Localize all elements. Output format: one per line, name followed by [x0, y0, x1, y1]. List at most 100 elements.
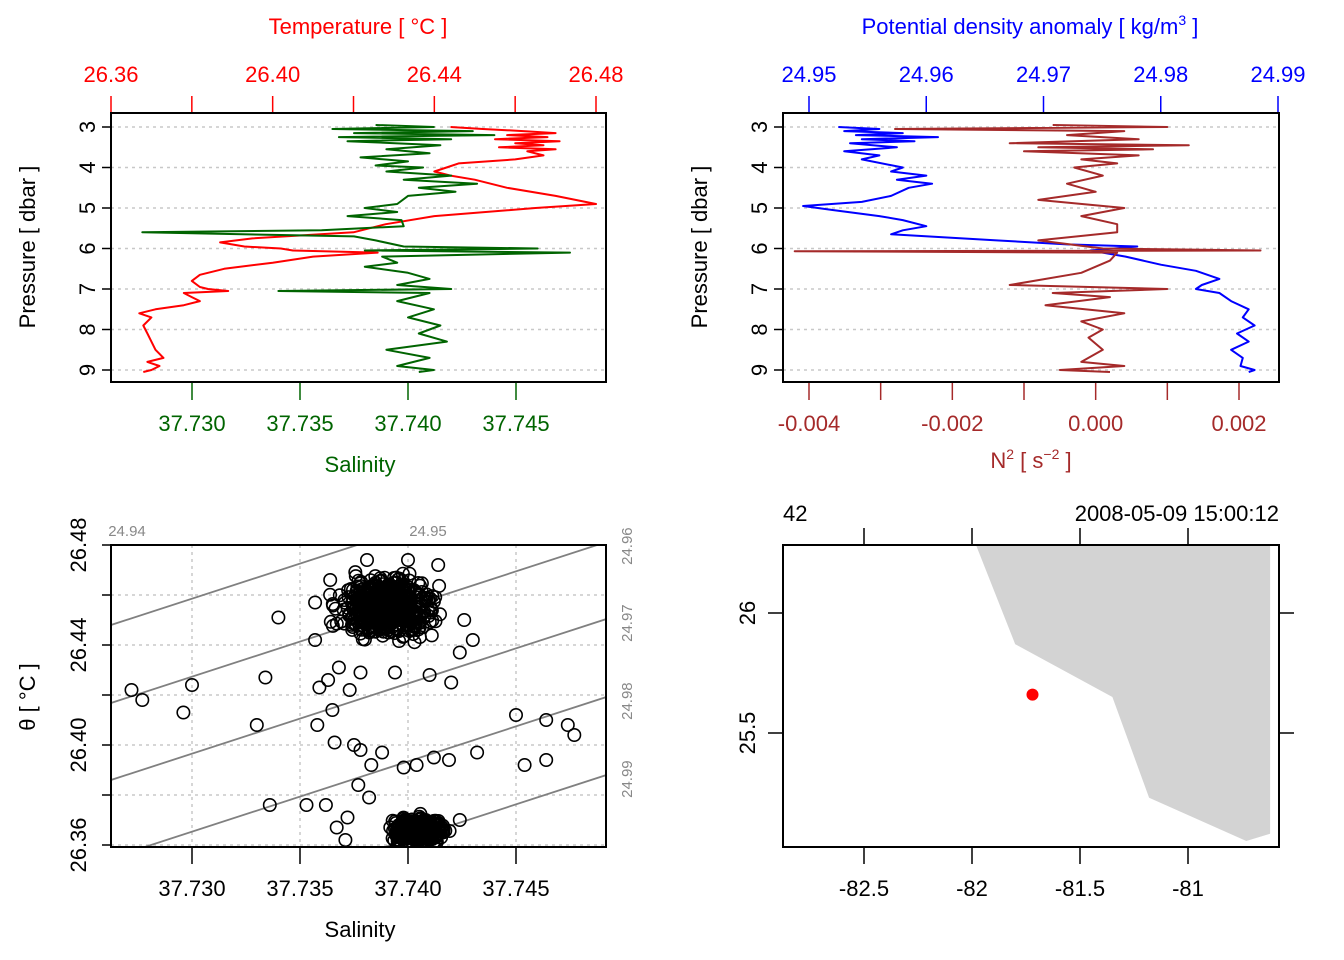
- y-tick-label: 5: [75, 202, 100, 214]
- scatter-point: [348, 565, 363, 580]
- isopycnal-label: 24.94: [108, 523, 146, 540]
- axes: 3 4 5 6 7 8 9 26.36 26.40 26.44 26.48 37.730 37.735 3…: [75, 62, 624, 436]
- scatter-point: [508, 707, 523, 722]
- scatter-point: [135, 692, 150, 707]
- scatter-point: [387, 665, 402, 680]
- land-polygon: [976, 545, 1271, 841]
- scatter-point: [441, 752, 456, 767]
- scatter-point: [431, 557, 446, 572]
- scatter-point: [308, 595, 323, 610]
- series-line-n2: [793, 124, 1262, 373]
- y-axis-title: Pressure [ dbar ]: [15, 166, 40, 329]
- scatter-point: [124, 682, 139, 697]
- scatter-point: [310, 717, 325, 732]
- series-group: [793, 124, 1262, 373]
- panel-density-n2-profile: Potential density anomaly [ kg/m3 ] N2 […: [687, 12, 1306, 473]
- scatter-point: [323, 572, 338, 587]
- scatter-point: [432, 578, 447, 593]
- scatter-point: [457, 612, 472, 627]
- scatter-point: [328, 601, 343, 616]
- top-tick-label: 24.99: [1250, 62, 1305, 87]
- scatter-point: [344, 610, 359, 625]
- x-tick-label: -82: [956, 876, 988, 901]
- bottom-tick-label: 37.735: [266, 411, 333, 436]
- y-axis-title: Pressure [ dbar ]: [687, 166, 712, 329]
- bottom-tick-label: 37.740: [374, 411, 441, 436]
- land: [976, 545, 1271, 841]
- y-tick-label: 26.48: [66, 517, 91, 572]
- scatter-point: [517, 757, 532, 772]
- plot-frame: [782, 112, 1280, 383]
- scatter-point: [465, 632, 480, 647]
- scatter-point: [359, 552, 374, 567]
- x-axis-title: Salinity: [325, 917, 396, 942]
- scatter-point: [421, 608, 436, 623]
- y-tick-label: 26: [735, 601, 760, 625]
- scatter-point: [409, 757, 424, 772]
- isopycnal-label: 24.96: [619, 527, 636, 565]
- bottom-tick-label: 37.730: [158, 411, 225, 436]
- scatter-point: [325, 618, 340, 633]
- scatter-point: [360, 612, 375, 627]
- scatter-point: [337, 593, 352, 608]
- y-tick-label: 7: [75, 283, 100, 295]
- x-tick-label: -81.5: [1055, 876, 1105, 901]
- panel-ts-diagram: Salinity θ [ °C ] 37.730 37.735 37.740 37.7…: [15, 517, 636, 942]
- scatter-point: [321, 672, 336, 687]
- station-id-label: 42: [783, 501, 807, 526]
- grid: [111, 126, 606, 371]
- y-tick-label: 3: [75, 121, 100, 133]
- scatter-point: [329, 820, 344, 835]
- scatter-point: [402, 573, 417, 588]
- scatter-point: [312, 680, 327, 695]
- station-marker: [1026, 688, 1039, 701]
- isopycnal-line: [111, 545, 361, 626]
- scatter-point: [344, 617, 359, 632]
- scatter-point: [400, 552, 415, 567]
- scatter-point: [351, 777, 366, 792]
- top-tick-label: 26.48: [568, 62, 623, 87]
- scatter-point: [383, 820, 398, 835]
- scatter-point: [299, 797, 314, 812]
- scatter-point: [308, 632, 323, 647]
- isopycnal-line: [141, 696, 606, 847]
- scatter-point: [567, 727, 582, 742]
- station-marker-group: [1026, 688, 1039, 701]
- scatter-point: [382, 581, 397, 596]
- scatter-point: [396, 760, 411, 775]
- top-tick-label: 26.36: [83, 62, 138, 87]
- scatter-point: [331, 660, 346, 675]
- scatter-point: [318, 797, 333, 812]
- x-tick-label: -81: [1172, 876, 1204, 901]
- scatter-point: [403, 830, 418, 845]
- scatter-point: [426, 750, 441, 765]
- top-tick-label: 24.96: [899, 62, 954, 87]
- series-line-potential-density-anomaly: [802, 126, 1256, 373]
- scatter-point: [327, 735, 342, 750]
- y-tick-label: 26.36: [66, 817, 91, 872]
- scatter-point: [419, 590, 434, 605]
- scatter-point: [353, 742, 368, 757]
- bottom-axis-title: N2 [ s−2 ]: [990, 446, 1071, 473]
- scatter-point: [418, 816, 433, 831]
- x-tick-label: 37.730: [158, 876, 225, 901]
- scatter-point: [452, 812, 467, 827]
- isopycnal-label: 24.98: [619, 682, 636, 720]
- scatter-point: [414, 591, 429, 606]
- scatter-point: [408, 615, 423, 630]
- scatter-point: [249, 717, 264, 732]
- scatter-point: [338, 832, 353, 847]
- scatter-point: [346, 607, 361, 622]
- y-tick-label: 26.44: [66, 617, 91, 672]
- x-tick-label: -82.5: [839, 876, 889, 901]
- scatter-point: [354, 579, 369, 594]
- bottom-axis-title: Salinity: [325, 452, 396, 477]
- scatter-point: [416, 831, 431, 846]
- plot-frame: [110, 544, 607, 848]
- bottom-tick-label: 0.000: [1068, 411, 1123, 436]
- y-tick-label: 6: [75, 242, 100, 254]
- bottom-tick-label: 0.002: [1211, 411, 1266, 436]
- y-tick-label: 3: [747, 121, 772, 133]
- y-tick-label: 8: [75, 323, 100, 335]
